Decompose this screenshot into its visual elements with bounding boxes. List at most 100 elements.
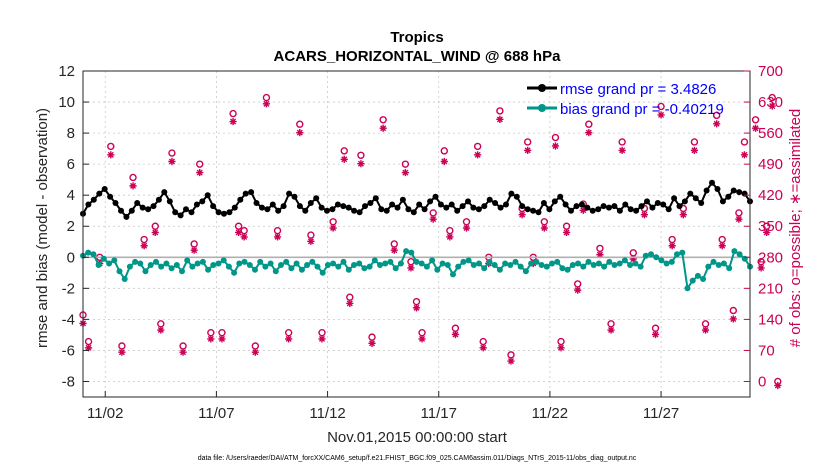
bias-point xyxy=(496,266,503,273)
assimilated-obs-marker xyxy=(285,335,293,343)
rmse-point xyxy=(535,209,542,216)
bias-point xyxy=(663,260,670,267)
possible-obs-marker xyxy=(718,235,726,244)
bias-point xyxy=(116,268,123,275)
bias-point xyxy=(168,265,175,272)
y-tick-label: -6 xyxy=(62,342,75,359)
bias-point xyxy=(126,263,133,270)
possible-obs-marker xyxy=(540,218,549,226)
assimilated-obs-marker xyxy=(379,124,387,132)
assimilated-obs-marker xyxy=(168,157,176,166)
assimilated-obs-marker xyxy=(446,233,454,241)
rmse-point xyxy=(389,201,396,208)
rmse-point xyxy=(584,204,591,211)
rmse-point xyxy=(654,200,661,206)
bias-point xyxy=(205,266,212,273)
possible-obs-marker xyxy=(218,328,226,337)
bias-point xyxy=(257,258,264,265)
bias-point xyxy=(705,263,712,270)
possible-obs-marker xyxy=(496,107,504,115)
assimilated-obs-marker xyxy=(129,182,137,190)
assimilated-obs-marker xyxy=(713,120,721,128)
y2-tick-label: 70 xyxy=(758,342,775,359)
possible-obs-marker xyxy=(346,293,354,301)
assimilated-obs-marker xyxy=(218,335,226,343)
rmse-point xyxy=(155,196,162,203)
possible-obs-marker xyxy=(440,147,448,155)
assimilated-obs-marker xyxy=(690,146,699,155)
bias-point xyxy=(455,263,462,270)
possible-obs-marker xyxy=(751,116,760,124)
bias-point xyxy=(444,262,451,268)
possible-obs-marker xyxy=(129,173,137,182)
rmse-point xyxy=(595,206,602,213)
rmse-point xyxy=(671,195,678,202)
bias-point xyxy=(679,249,686,256)
x-tick-label: 11/12 xyxy=(309,405,345,422)
possible-obs-marker xyxy=(740,138,749,146)
series-lines xyxy=(80,179,753,292)
rmse-point xyxy=(280,203,287,210)
rmse-point xyxy=(161,189,168,196)
assimilated-obs-marker xyxy=(418,335,426,343)
bias-point xyxy=(486,258,493,265)
bias-point xyxy=(423,263,430,270)
axis-ticks xyxy=(83,70,750,397)
rmse-point xyxy=(188,209,195,216)
possible-obs-marker xyxy=(712,111,721,120)
assimilated-obs-marker xyxy=(551,142,560,150)
possible-obs-marker xyxy=(429,209,437,217)
rmse-point xyxy=(616,207,623,214)
bias-point xyxy=(283,258,290,265)
rmse-point xyxy=(665,206,672,213)
possible-obs-marker xyxy=(168,149,176,157)
bias-point xyxy=(397,260,404,267)
bias-point xyxy=(648,251,654,258)
rmse-point xyxy=(687,190,694,197)
possible-obs-marker xyxy=(140,235,148,244)
bias-point xyxy=(179,268,185,275)
bias-point xyxy=(199,258,206,265)
bias-point xyxy=(220,257,227,264)
rmse-point xyxy=(638,203,645,210)
bias-point xyxy=(507,262,514,268)
bias-point xyxy=(366,263,373,270)
bias-point xyxy=(569,262,576,268)
bias-point xyxy=(335,263,342,270)
assimilated-obs-marker xyxy=(524,146,532,155)
rmse-point xyxy=(503,201,509,208)
assimilated-obs-marker xyxy=(574,286,582,294)
y2-axis-label: # of obs: o=possible; ∗=assimilated xyxy=(787,109,804,348)
assimilated-obs-marker xyxy=(318,335,326,343)
possible-obs-marker xyxy=(557,337,565,346)
rmse-point xyxy=(193,201,200,208)
y2-tick-label: 0 xyxy=(758,373,766,390)
y-tick-label: -8 xyxy=(62,373,75,390)
bias-point xyxy=(658,257,665,264)
rmse-point xyxy=(698,200,705,206)
bias-point xyxy=(429,257,436,264)
bias-point xyxy=(158,263,165,270)
bias-point xyxy=(611,262,618,268)
assimilated-obs-marker xyxy=(118,348,126,356)
rmse-point xyxy=(703,187,710,194)
rmse-point xyxy=(383,207,390,214)
possible-obs-marker xyxy=(573,280,582,288)
bias-point xyxy=(371,257,378,264)
rmse-point xyxy=(221,210,227,217)
bias-point xyxy=(512,258,519,265)
bias-point xyxy=(340,258,347,265)
assimilated-obs-marker xyxy=(596,251,604,259)
rmse-point xyxy=(340,203,347,210)
assimilated-obs-marker xyxy=(251,348,259,356)
bias-point xyxy=(142,268,149,275)
assimilated-obs-marker xyxy=(774,381,782,390)
bias-point xyxy=(184,257,191,264)
rmse-point xyxy=(177,212,184,219)
bias-point xyxy=(408,249,415,256)
rmse-point xyxy=(606,204,612,211)
bias-point xyxy=(351,262,357,268)
bias-point xyxy=(387,258,394,265)
possible-obs-marker xyxy=(446,226,454,235)
rmse-point xyxy=(172,209,179,216)
